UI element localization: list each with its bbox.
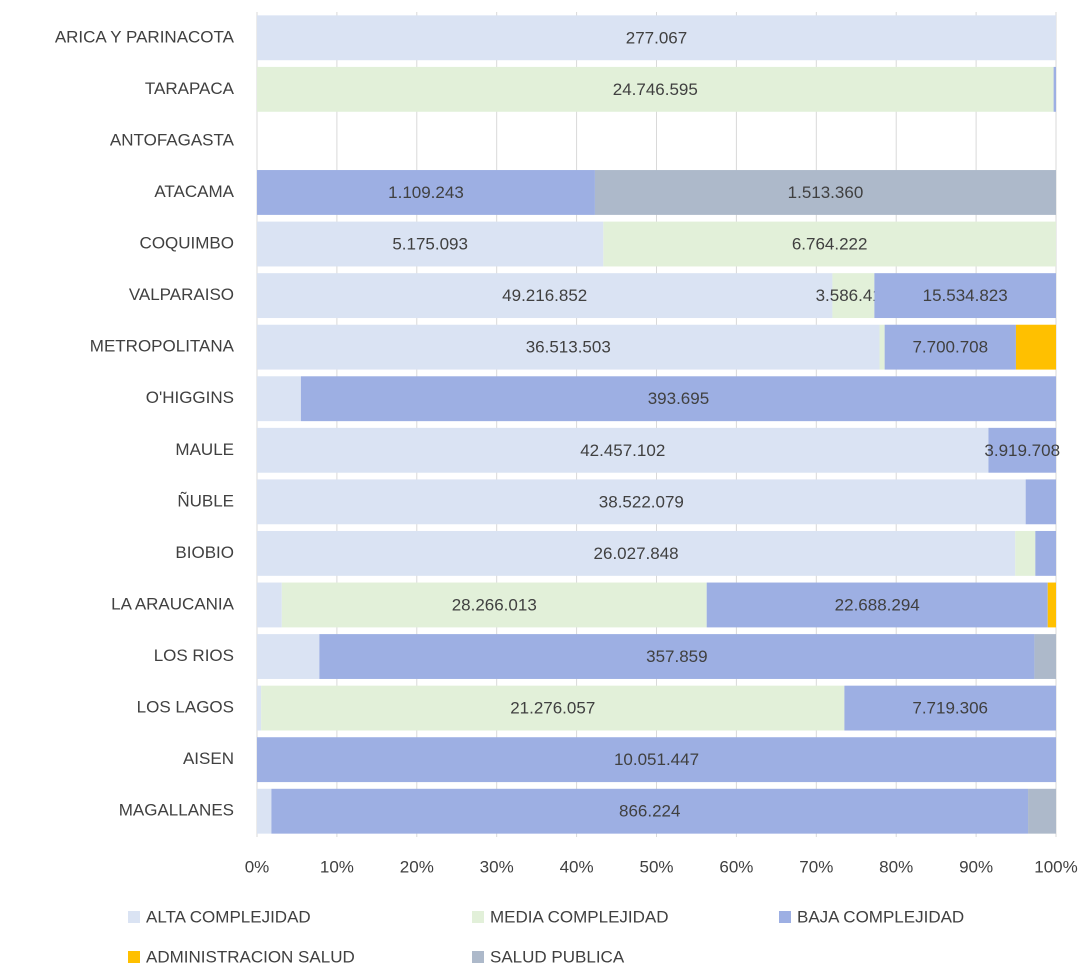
x-tick-label: 40%	[560, 857, 594, 876]
data-label: 36.513.503	[526, 338, 611, 357]
bar-segment	[1025, 479, 1056, 525]
data-label: 28.266.013	[452, 595, 537, 614]
bar-segment	[603, 221, 1056, 267]
x-tick-label: 90%	[959, 857, 993, 876]
bar-segment	[257, 221, 604, 267]
bar-segment	[300, 376, 1056, 422]
bar-segment	[257, 788, 272, 834]
bar-segment	[988, 427, 1056, 473]
bar-segment	[257, 582, 282, 628]
y-tick-label: AISEN	[183, 749, 234, 768]
data-label: 866.224	[619, 802, 680, 821]
data-label: 357.859	[646, 647, 707, 666]
data-label: 24.746.595	[613, 80, 698, 99]
y-tick-label: ARICA Y PARINACOTA	[55, 27, 235, 46]
bar-segment	[832, 273, 875, 319]
y-tick-label: ÑUBLE	[177, 491, 234, 510]
data-label: 49.216.852	[502, 286, 587, 305]
y-tick-label: LOS RIOS	[154, 646, 234, 665]
bar-segment	[257, 530, 1016, 576]
x-tick-label: 80%	[879, 857, 913, 876]
bar-segment	[257, 273, 833, 319]
bar-segment	[1015, 324, 1056, 370]
x-tick-label: 0%	[245, 857, 270, 876]
x-tick-label: 30%	[480, 857, 514, 876]
bar-segment	[257, 324, 880, 370]
data-label: 5.175.093	[392, 235, 468, 254]
data-label: 21.276.057	[510, 699, 595, 718]
y-tick-label: BIOBIO	[175, 543, 234, 562]
y-tick-label: METROPOLITANA	[90, 337, 235, 356]
legend-swatch	[472, 911, 484, 923]
data-label: 393.695	[648, 389, 709, 408]
data-label: 3.586.419	[816, 286, 892, 305]
x-tick-label: 100%	[1034, 857, 1077, 876]
data-label: 22.688.294	[835, 595, 920, 614]
y-tick-label: MAGALLANES	[119, 801, 234, 820]
bar-segment	[281, 582, 707, 628]
bar-segment	[594, 170, 1056, 215]
y-tick-label: LOS LAGOS	[137, 698, 234, 717]
x-tick-label: 70%	[799, 857, 833, 876]
x-tick-label: 20%	[400, 857, 434, 876]
data-label: 15.534.823	[923, 286, 1008, 305]
data-label: 42.457.102	[580, 441, 665, 460]
data-label: 6.764.222	[792, 235, 868, 254]
data-label: 26.027.848	[594, 544, 679, 563]
data-label: 3.919.708	[984, 441, 1060, 460]
legend-swatch	[128, 951, 140, 963]
bar-segment	[257, 427, 989, 473]
legend-label: SALUD PUBLICA	[490, 947, 625, 964]
bar-segment	[257, 685, 262, 731]
bar-segment	[319, 634, 1035, 679]
bar-segment	[257, 737, 1056, 783]
bar-segment	[271, 788, 1029, 834]
data-label: 1.513.360	[788, 183, 864, 202]
legend-swatch	[779, 911, 791, 923]
bar-segment	[261, 685, 845, 731]
bar-segment	[257, 376, 301, 422]
data-label: 277.067	[626, 28, 687, 47]
legend-label: BAJA COMPLEJIDAD	[797, 907, 964, 926]
y-tick-label: ANTOFAGASTA	[110, 130, 235, 149]
legend-swatch	[128, 911, 140, 923]
x-tick-label: 10%	[320, 857, 354, 876]
legend-swatch	[472, 951, 484, 963]
bar-segment	[874, 273, 1056, 319]
y-tick-label: COQUIMBO	[140, 234, 234, 253]
bar-segment	[706, 582, 1048, 628]
y-tick-label: ATACAMA	[154, 182, 234, 201]
bar-segment	[1034, 634, 1056, 679]
bar-segment	[1053, 66, 1056, 112]
y-tick-label: VALPARAISO	[129, 285, 234, 304]
data-label: 10.051.447	[614, 750, 699, 769]
y-tick-label: MAULE	[175, 440, 234, 459]
bar-segment	[257, 170, 595, 215]
legend-label: MEDIA COMPLEJIDAD	[490, 907, 669, 926]
legend-label: ALTA COMPLEJIDAD	[146, 907, 311, 926]
bar-segment	[257, 15, 1056, 61]
bar-segment	[257, 66, 1054, 112]
data-label: 7.719.306	[912, 699, 988, 718]
data-label: 1.109.243	[388, 183, 464, 202]
bar-segment	[844, 685, 1056, 731]
y-tick-label: TARAPACA	[145, 79, 235, 98]
bar-segment	[257, 479, 1026, 525]
bar-segment	[257, 634, 320, 679]
y-tick-label: LA ARAUCANIA	[111, 594, 234, 613]
bar-segment	[1047, 582, 1056, 628]
legend-label: ADMINISTRACION SALUD	[146, 947, 355, 964]
x-tick-label: 50%	[639, 857, 673, 876]
data-label: 38.522.079	[599, 492, 684, 511]
bar-segment	[879, 324, 885, 370]
x-tick-label: 60%	[719, 857, 753, 876]
bar-segment	[1028, 788, 1056, 834]
bar-segment	[884, 324, 1016, 370]
bar-segment	[1015, 530, 1036, 576]
data-label: 7.700.708	[912, 338, 988, 357]
y-tick-label: O'HIGGINS	[146, 388, 234, 407]
bar-segment	[1035, 530, 1056, 576]
